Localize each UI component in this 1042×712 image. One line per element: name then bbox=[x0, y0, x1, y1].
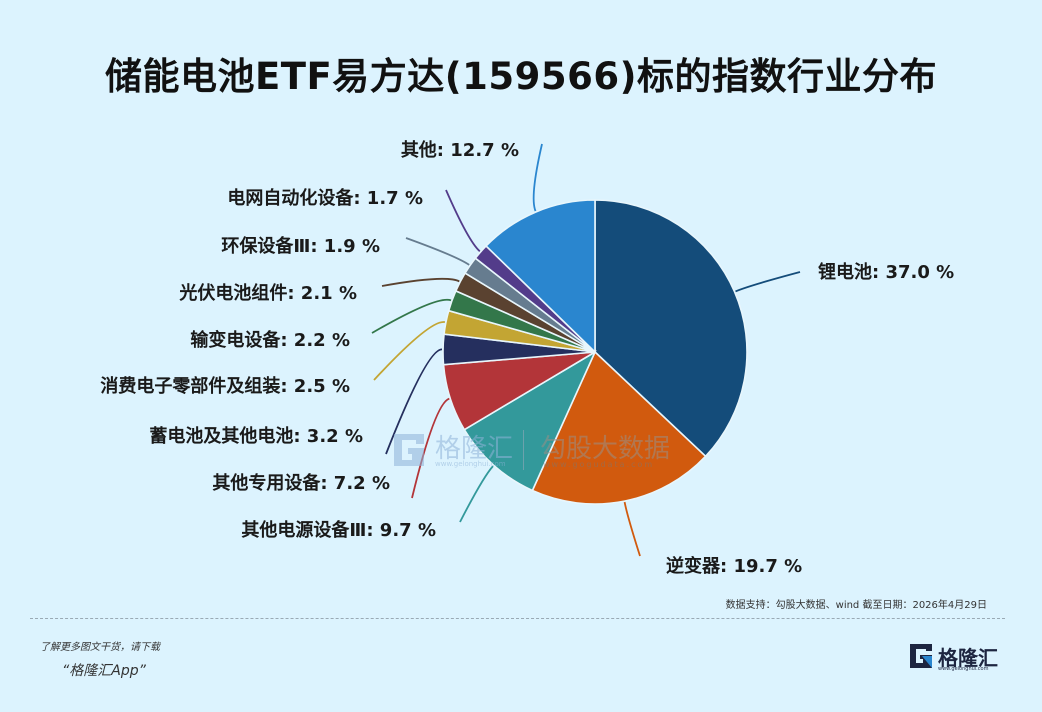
footer-divider bbox=[30, 618, 1005, 619]
pie-slice bbox=[594, 199, 748, 458]
slice-labels: 锂电池: 37.0 % 逆变器: 19.7 % 其他电源设备Ⅲ: 9.7 % 其他专用… bbox=[100, 139, 954, 577]
leader-line bbox=[385, 348, 443, 455]
slice-label: 光伏电池组件: 2.1 % bbox=[178, 282, 357, 304]
promo-text: 了解更多图文干货，请下载 bbox=[40, 642, 160, 653]
promo-app-name: “格隆汇App” bbox=[62, 663, 146, 679]
data-source-note: 数据支持：勾股大数据、wind 截至日期：2026年4月29日 bbox=[725, 600, 987, 611]
slice-label: 消费电子零部件及组装: 2.5 % bbox=[100, 375, 350, 397]
watermark-url-gogudata: www.gogudata.com bbox=[543, 460, 655, 469]
leader-line bbox=[459, 465, 494, 523]
leader-line bbox=[735, 271, 801, 293]
brand-logo: 格隆汇 www.gelonghui.com bbox=[908, 640, 1008, 674]
chart-title: 储能电池ETF易方达(159566)标的指数行业分布 bbox=[104, 55, 938, 98]
slice-label: 其他: 12.7 % bbox=[401, 139, 519, 161]
slice-label: 其他电源设备Ⅲ: 9.7 % bbox=[241, 519, 436, 541]
slice-label: 逆变器: 19.7 % bbox=[666, 555, 802, 577]
leader-line bbox=[445, 189, 481, 252]
pie-slice bbox=[484, 199, 596, 354]
leader-line bbox=[373, 321, 446, 381]
pie-slice bbox=[531, 350, 707, 505]
watermark-brand-gelonghui: 格隆汇 bbox=[435, 434, 514, 464]
slice-label: 环保设备Ⅲ: 1.9 % bbox=[221, 235, 380, 257]
gelonghui-logo-icon bbox=[394, 434, 424, 466]
gelonghui-logo-icon bbox=[910, 644, 932, 668]
watermark: 格隆汇 www.gelonghui.com 勾股大数据 www.gogudata… bbox=[390, 428, 680, 478]
pie-slices bbox=[442, 199, 748, 505]
slice-label: 其他专用设备: 7.2 % bbox=[212, 472, 390, 494]
watermark-divider bbox=[523, 430, 524, 470]
slice-label: 电网自动化设备: 1.7 % bbox=[227, 187, 423, 209]
slice-label: 蓄电池及其他电池: 3.2 % bbox=[149, 425, 363, 447]
leader-line bbox=[532, 143, 543, 212]
logo-url: www.gelonghui.com bbox=[938, 666, 989, 672]
leader-line bbox=[623, 501, 641, 557]
leader-line bbox=[405, 237, 470, 266]
pie-slice bbox=[463, 350, 597, 492]
leader-lines bbox=[371, 143, 801, 557]
watermark-brand-gogudata: 勾股大数据 bbox=[540, 434, 671, 464]
leader-line bbox=[371, 298, 452, 334]
slice-label: 锂电池: 37.0 % bbox=[818, 261, 954, 283]
leader-line bbox=[381, 277, 460, 287]
slice-label: 输变电设备: 2.2 % bbox=[190, 329, 350, 351]
leader-line bbox=[411, 397, 450, 499]
logo-text: 格隆汇 bbox=[938, 646, 998, 670]
watermark-url-gelonghui: www.gelonghui.com bbox=[435, 460, 506, 468]
